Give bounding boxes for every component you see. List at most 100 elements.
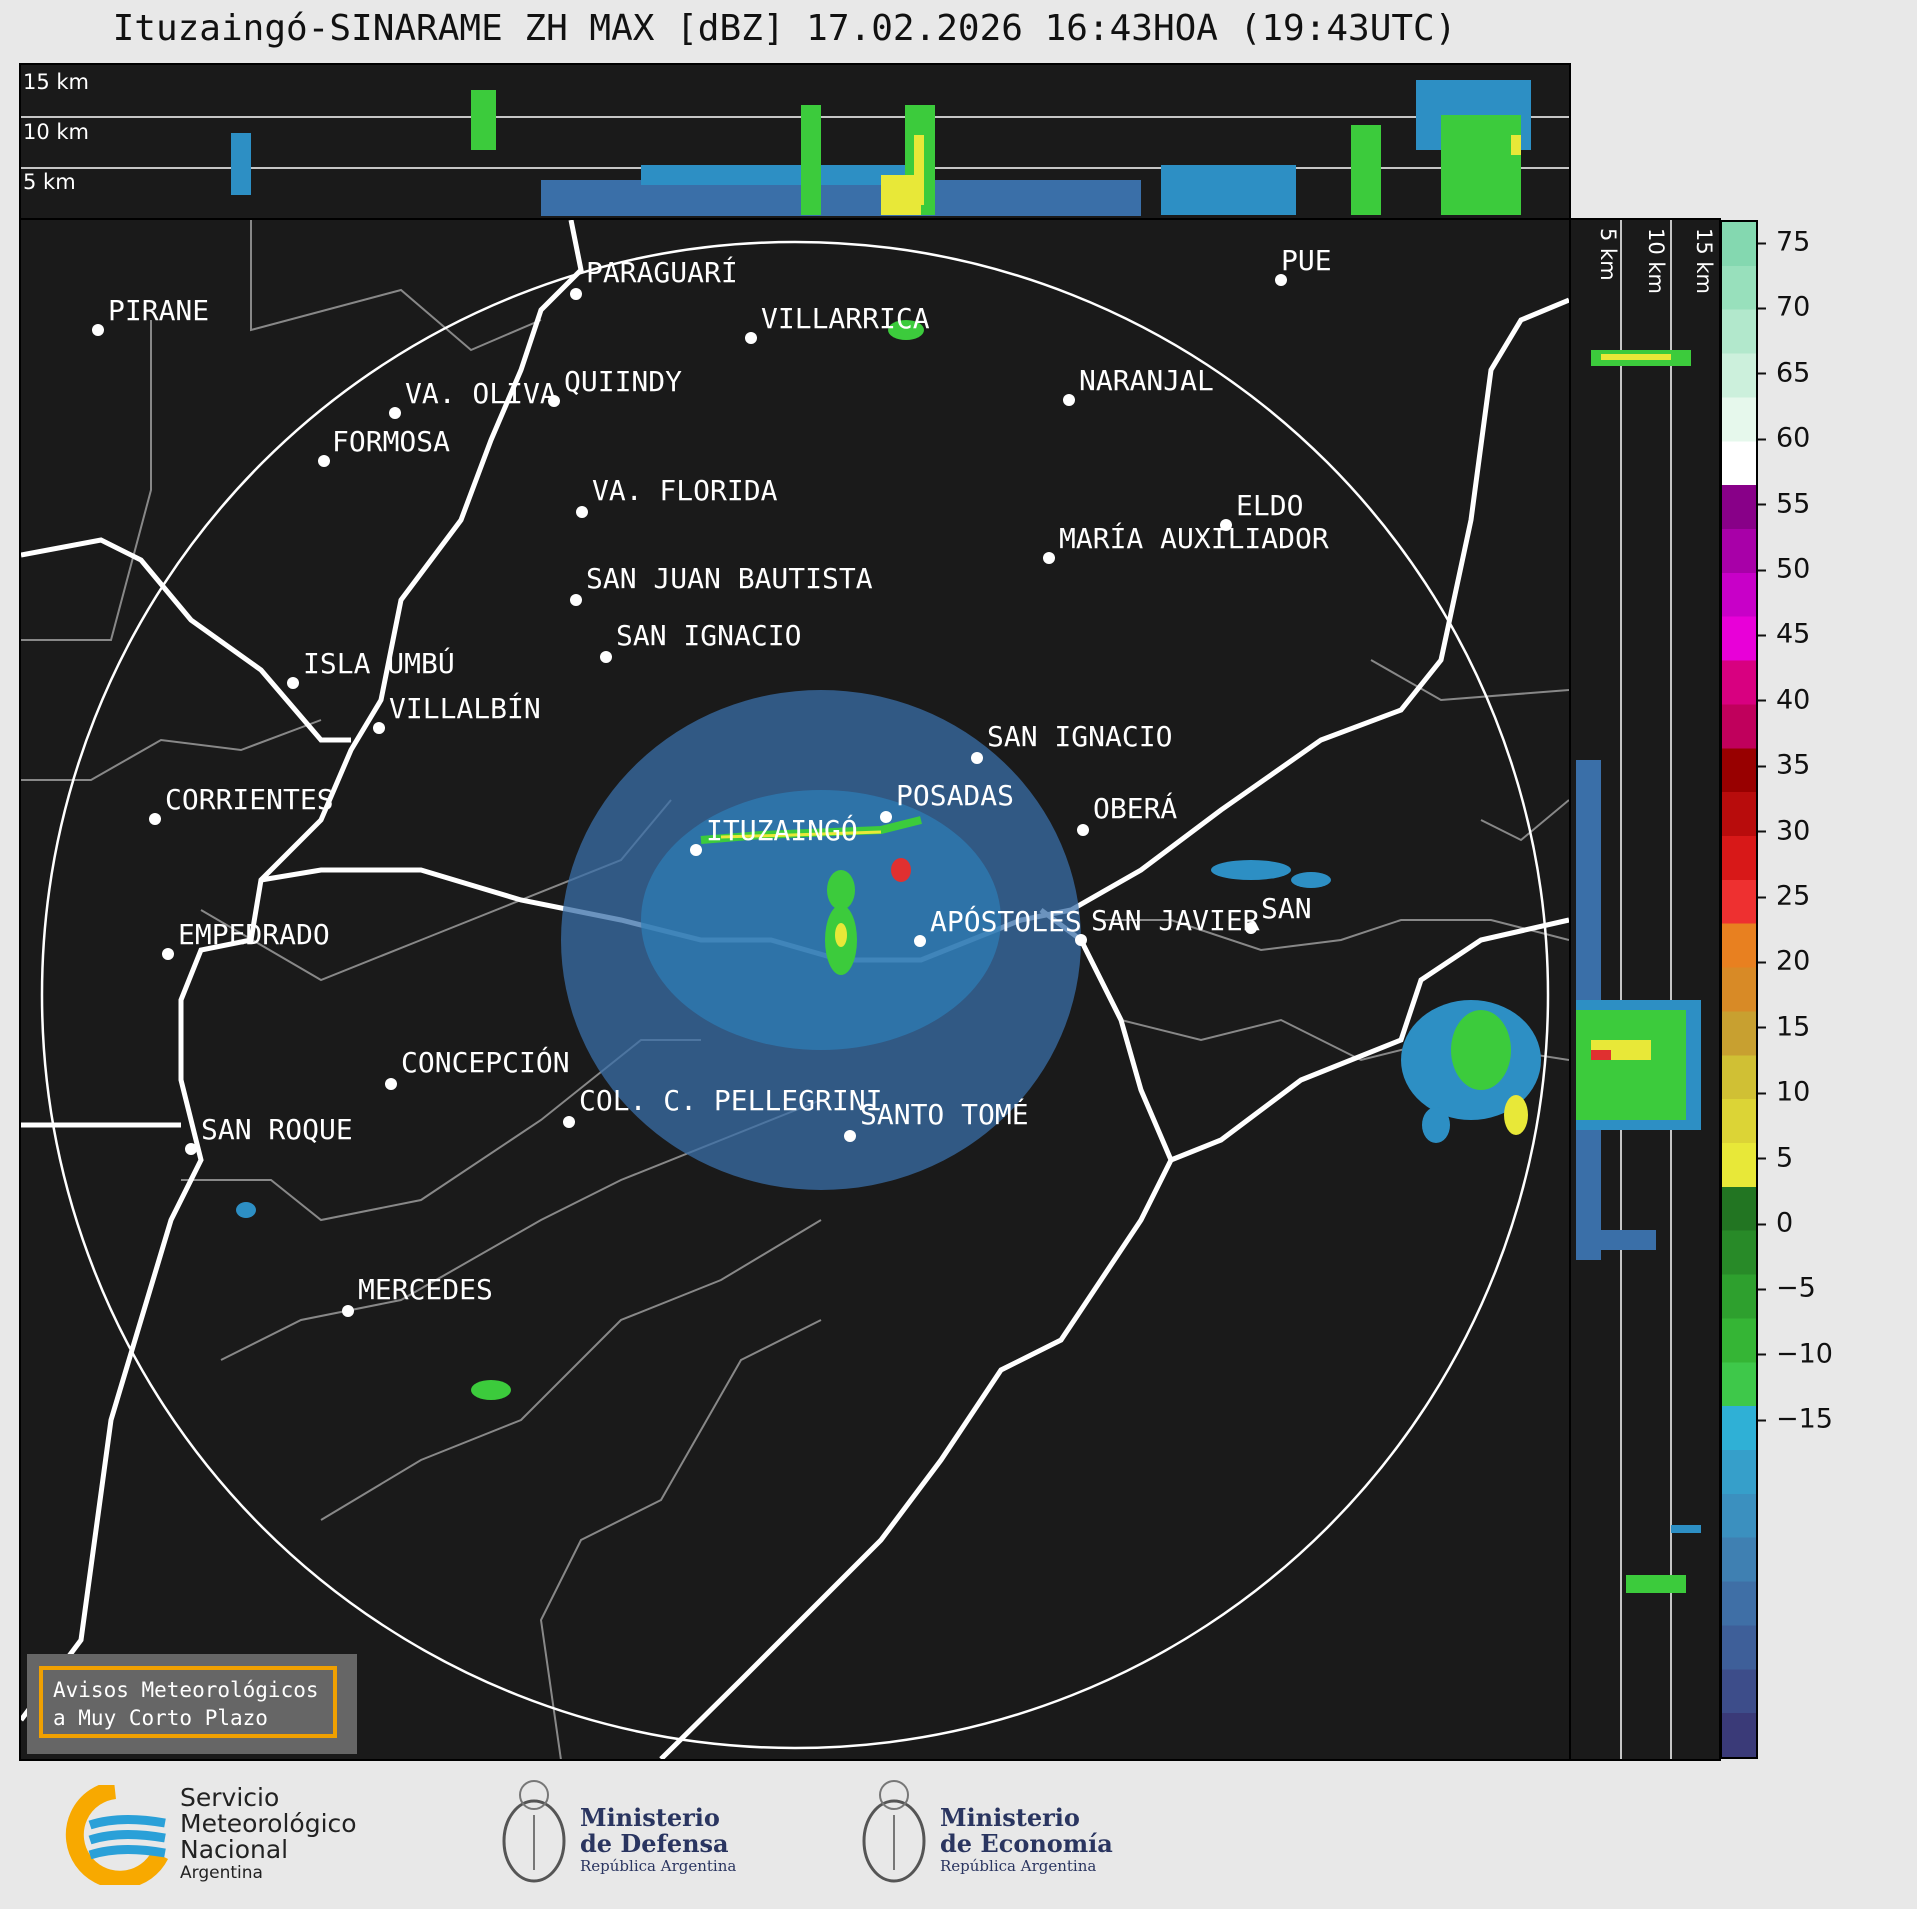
city-label: POSADAS (896, 779, 1014, 812)
warning-box[interactable]: Avisos Meteorológicos a Muy Corto Plazo (27, 1654, 357, 1754)
city-dot (389, 407, 401, 419)
city-label: SAN ROQUE (201, 1113, 353, 1146)
city-marker: MERCEDES (342, 1273, 493, 1317)
city-dot (1245, 922, 1257, 934)
echo-cell (1211, 860, 1291, 880)
city-marker: NARANJAL (1063, 364, 1214, 406)
city-dot (92, 324, 104, 336)
city-dot (385, 1078, 397, 1090)
city-label: APÓSTOLES (930, 904, 1082, 938)
echo-core (1504, 1095, 1528, 1135)
city-label: SANTO TOMÉ (860, 1097, 1029, 1131)
city-marker: CONCEPCIÓN (385, 1045, 570, 1090)
echo-core-high (914, 135, 924, 205)
city-label: ITUZAINGÓ (706, 813, 858, 847)
echo-core-high (881, 175, 921, 215)
colorbar (1720, 220, 1758, 1759)
city-marker: QUIINDY (548, 365, 682, 407)
city-marker: VILLALBÍN (373, 691, 541, 734)
border-line (1480, 799, 1569, 842)
city-dot (1275, 274, 1287, 286)
echo-core (801, 105, 821, 215)
echo-cell (231, 133, 251, 195)
echo-core (891, 858, 911, 882)
city-dot (1063, 394, 1075, 406)
city-marker: VILLARRICA (745, 302, 930, 344)
smn-line-2: Meteorológico (180, 1809, 357, 1838)
economia-line-1: Ministerio (940, 1803, 1080, 1832)
reflectivity-echoes (236, 320, 1541, 1400)
city-label: ELDO (1236, 489, 1303, 522)
top-cross-section-panel: 15 km 10 km 5 km (19, 63, 1571, 220)
defensa-line-1: Ministerio (580, 1803, 720, 1832)
echo-cell (1451, 1010, 1511, 1090)
city-label: SAN (1261, 892, 1312, 925)
border-line-east (1170, 917, 1569, 1163)
city-marker: POSADAS (880, 779, 1014, 823)
city-label: EMPEDRADO (178, 918, 330, 951)
echo-cell (888, 320, 924, 340)
colorbar-tick-label: 65 (1758, 357, 1810, 388)
range-ring (40, 240, 1550, 1750)
city-marker: CORRIENTES (149, 783, 334, 825)
echo-core (1601, 354, 1671, 360)
colorbar-tick-label: 5 (1758, 1142, 1793, 1173)
border-line (250, 220, 542, 352)
echo-cell (1576, 1010, 1686, 1120)
colorbar-tick-label: 40 (1758, 684, 1810, 715)
city-dot (600, 651, 612, 663)
city-label: ISLA UMBÚ (303, 646, 455, 680)
city-marker: PARAGUARÍ (570, 255, 738, 300)
smn-line-1: Servicio (180, 1783, 280, 1812)
warning-box-inner: Avisos Meteorológicos a Muy Corto Plazo (39, 1666, 337, 1738)
city-label: SAN IGNACIO (987, 720, 1172, 753)
smn-logo: Servicio Meteorológico Nacional Argentin… (55, 1785, 395, 1885)
alt-label-10km: 10 km (23, 120, 89, 144)
city-marker: EMPEDRADO (162, 918, 330, 960)
colorbar-tick-label: 20 (1758, 946, 1810, 977)
border-line (21, 719, 322, 781)
echo-area (641, 790, 1001, 1050)
echo-core (835, 923, 847, 947)
side-cross-section-panel: 5 km 10 km 15 km (1569, 218, 1721, 1761)
coat-of-arms-icon (502, 1780, 566, 1883)
colorbar-tick-label: 10 (1758, 1077, 1810, 1108)
smn-line-4: Argentina (180, 1863, 263, 1883)
echo-cell (1626, 1575, 1686, 1593)
city-label: MERCEDES (358, 1273, 493, 1306)
city-label: VA. OLIVA (405, 377, 557, 410)
economia-line-2: de Economía (940, 1829, 1113, 1858)
city-marker: SAN JUAN BAUTISTA (570, 562, 873, 606)
colorbar-tick-label: 60 (1758, 423, 1810, 454)
city-label: PUE (1281, 244, 1332, 277)
echo-band (541, 180, 1141, 216)
economia-logo: Ministerio de Economía República Argenti… (855, 1775, 1135, 1895)
city-marker: VA. FLORIDA (576, 474, 778, 518)
chart-title: Ituzaingó-SINARAME ZH MAX [dBZ] 17.02.20… (112, 8, 1457, 49)
city-dot (563, 1116, 575, 1128)
echo-cell (1161, 165, 1296, 215)
alt-label-5km: 5 km (23, 170, 76, 194)
city-dot (576, 506, 588, 518)
top-cross-section-plot: 15 km 10 km 5 km (21, 70, 1569, 216)
echo-core (1591, 1050, 1611, 1060)
city-label: NARANJAL (1079, 364, 1214, 397)
city-dot (287, 677, 299, 689)
city-dot (971, 752, 983, 764)
border-line (21, 320, 152, 641)
city-label: VILLALBÍN (389, 691, 541, 725)
city-dot (162, 948, 174, 960)
city-marker: MARÍA AUXILIADOR (1043, 521, 1329, 564)
city-dot (548, 395, 560, 407)
colorbar-tick-label: 50 (1758, 554, 1810, 585)
city-dot (1220, 519, 1232, 531)
city-label: COL. C. PELLEGRINI (579, 1084, 882, 1117)
paraguay-river (21, 220, 584, 1722)
city-label: SAN JAVIER (1091, 904, 1260, 937)
city-dot (844, 1130, 856, 1142)
city-marker: VA. OLIVA (389, 377, 557, 419)
colorbar-tick-label: 0 (1758, 1208, 1793, 1239)
echo-cell (1291, 872, 1331, 888)
city-dot (149, 813, 161, 825)
